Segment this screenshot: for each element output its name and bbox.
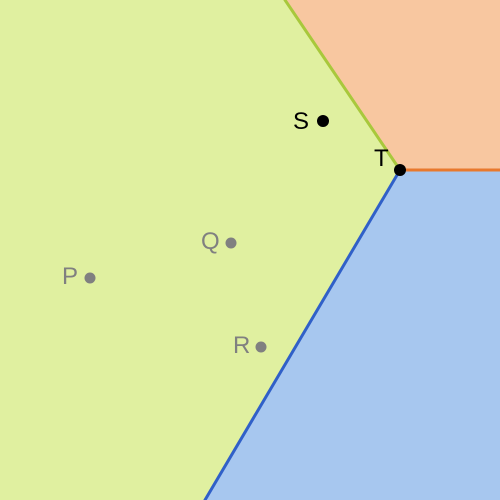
point-P	[85, 273, 96, 284]
point-S-label: S	[293, 108, 309, 135]
point-P-label: P	[62, 263, 78, 290]
point-T-label: T	[374, 145, 389, 172]
point-R-label: R	[233, 332, 250, 359]
point-Q-label: Q	[201, 228, 220, 255]
point-Q	[226, 238, 237, 249]
point-S	[317, 115, 329, 127]
point-R	[256, 342, 267, 353]
diagram-canvas: P Q R S T	[0, 0, 500, 500]
point-T	[394, 164, 406, 176]
